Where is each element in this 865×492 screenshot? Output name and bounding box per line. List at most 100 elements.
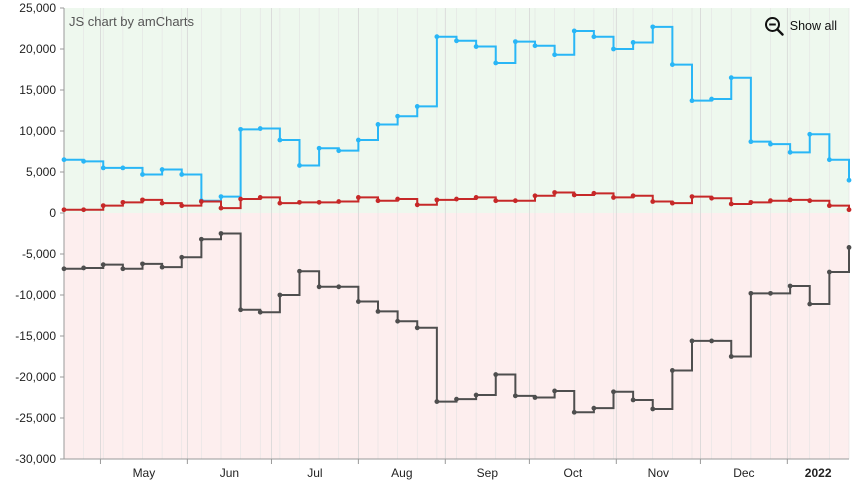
series-red-point (748, 199, 754, 205)
show-all-button[interactable]: Show all (764, 16, 837, 36)
series-blue-point (709, 96, 715, 102)
series-blue-point (748, 139, 754, 145)
series-blue-point (297, 163, 302, 168)
series-blue-point (120, 165, 126, 171)
series-dark-point (414, 325, 420, 331)
series-blue-point (807, 131, 813, 137)
series-red-point (826, 203, 832, 209)
series-blue-point (787, 149, 793, 155)
series-red-point (669, 200, 675, 206)
series-red-point (120, 199, 126, 205)
series-red-point (768, 198, 773, 204)
y-tick-label: -15,000 (15, 329, 56, 343)
series-blue-point (179, 172, 185, 177)
series-red-point (218, 205, 224, 211)
series-red-point (395, 196, 401, 202)
series-red-point (179, 203, 185, 209)
series-dark-point (787, 283, 793, 289)
series-blue-point (728, 75, 734, 81)
series-dark-point (846, 245, 852, 250)
series-dark-point (611, 389, 616, 395)
series-red-point (61, 207, 67, 213)
series-dark-point (198, 236, 204, 242)
zoom-out-icon (764, 17, 784, 36)
series-dark-point (336, 284, 342, 290)
series-dark-point (61, 266, 67, 272)
series-red-point (552, 190, 558, 195)
series-red-point (140, 197, 145, 203)
x-tick-label: Jun (220, 466, 239, 480)
y-tick-label: 20,000 (19, 42, 56, 56)
series-blue-point (512, 39, 518, 45)
series-red-point (375, 198, 381, 204)
series-blue-point (611, 46, 616, 52)
series-blue-point (336, 148, 342, 154)
series-dark-point (826, 269, 832, 275)
series-blue-point (316, 145, 322, 151)
series-dark-point (669, 368, 675, 373)
series-blue-point (355, 137, 361, 143)
series-blue-point (768, 141, 773, 147)
series-dark-point (689, 338, 695, 344)
series-blue-point (669, 62, 675, 67)
series-blue-point (630, 40, 636, 45)
series-dark-point (179, 254, 185, 260)
series-dark-point (709, 338, 715, 344)
series-blue-point (532, 43, 538, 49)
series-blue-point (434, 34, 440, 40)
series-dark-point (650, 406, 656, 412)
x-tick-label: Nov (648, 466, 669, 480)
show-all-label: Show all (789, 19, 837, 33)
series-blue-point (846, 177, 852, 183)
series-red-point (728, 201, 734, 207)
series-red-point (846, 207, 852, 213)
y-tick-label: 10,000 (19, 124, 56, 138)
series-dark-point (218, 231, 224, 236)
y-tick-label: -20,000 (15, 370, 56, 384)
series-blue-point (826, 157, 832, 163)
series-blue-point (81, 158, 87, 164)
x-tick-label: Oct (564, 466, 583, 480)
series-dark-point (748, 290, 754, 296)
series-dark-point (571, 409, 577, 415)
series-dark-point (552, 388, 558, 394)
series-dark-point (238, 307, 244, 313)
series-red-point (297, 199, 302, 205)
series-dark-point (473, 392, 479, 398)
series-red-point (532, 193, 538, 199)
series-red-point (336, 199, 342, 204)
series-red-point (807, 198, 813, 204)
series-red-point (709, 195, 715, 201)
series-red-point (414, 202, 420, 208)
series-blue-point (414, 104, 420, 109)
series-blue-point (375, 122, 381, 127)
series-blue-point (159, 167, 165, 172)
series-dark-point (375, 309, 381, 314)
series-dark-point (454, 396, 459, 402)
y-tick-label: 25,000 (19, 1, 56, 15)
series-red-point (100, 203, 106, 209)
x-tick-label: May (133, 466, 156, 480)
series-blue-point (552, 52, 558, 58)
series-blue-point (238, 126, 244, 132)
series-red-point (591, 190, 597, 196)
y-tick-label: 0 (49, 206, 56, 220)
series-dark-point (728, 354, 734, 359)
x-tick-label: Jul (307, 466, 322, 480)
series-dark-point (434, 399, 440, 404)
y-tick-label: -30,000 (15, 452, 56, 466)
series-red-point (257, 195, 263, 200)
series-red-point (434, 197, 440, 203)
series-blue-point (689, 98, 695, 104)
series-dark-point (257, 309, 263, 315)
series-red-point (277, 200, 283, 206)
series-dark-point (140, 261, 145, 267)
series-dark-point (630, 397, 636, 403)
series-blue-point (140, 172, 145, 177)
series-blue-point (277, 137, 283, 143)
series-red-point (454, 196, 459, 202)
series-dark-point (316, 284, 322, 290)
series-red-point (198, 199, 204, 204)
